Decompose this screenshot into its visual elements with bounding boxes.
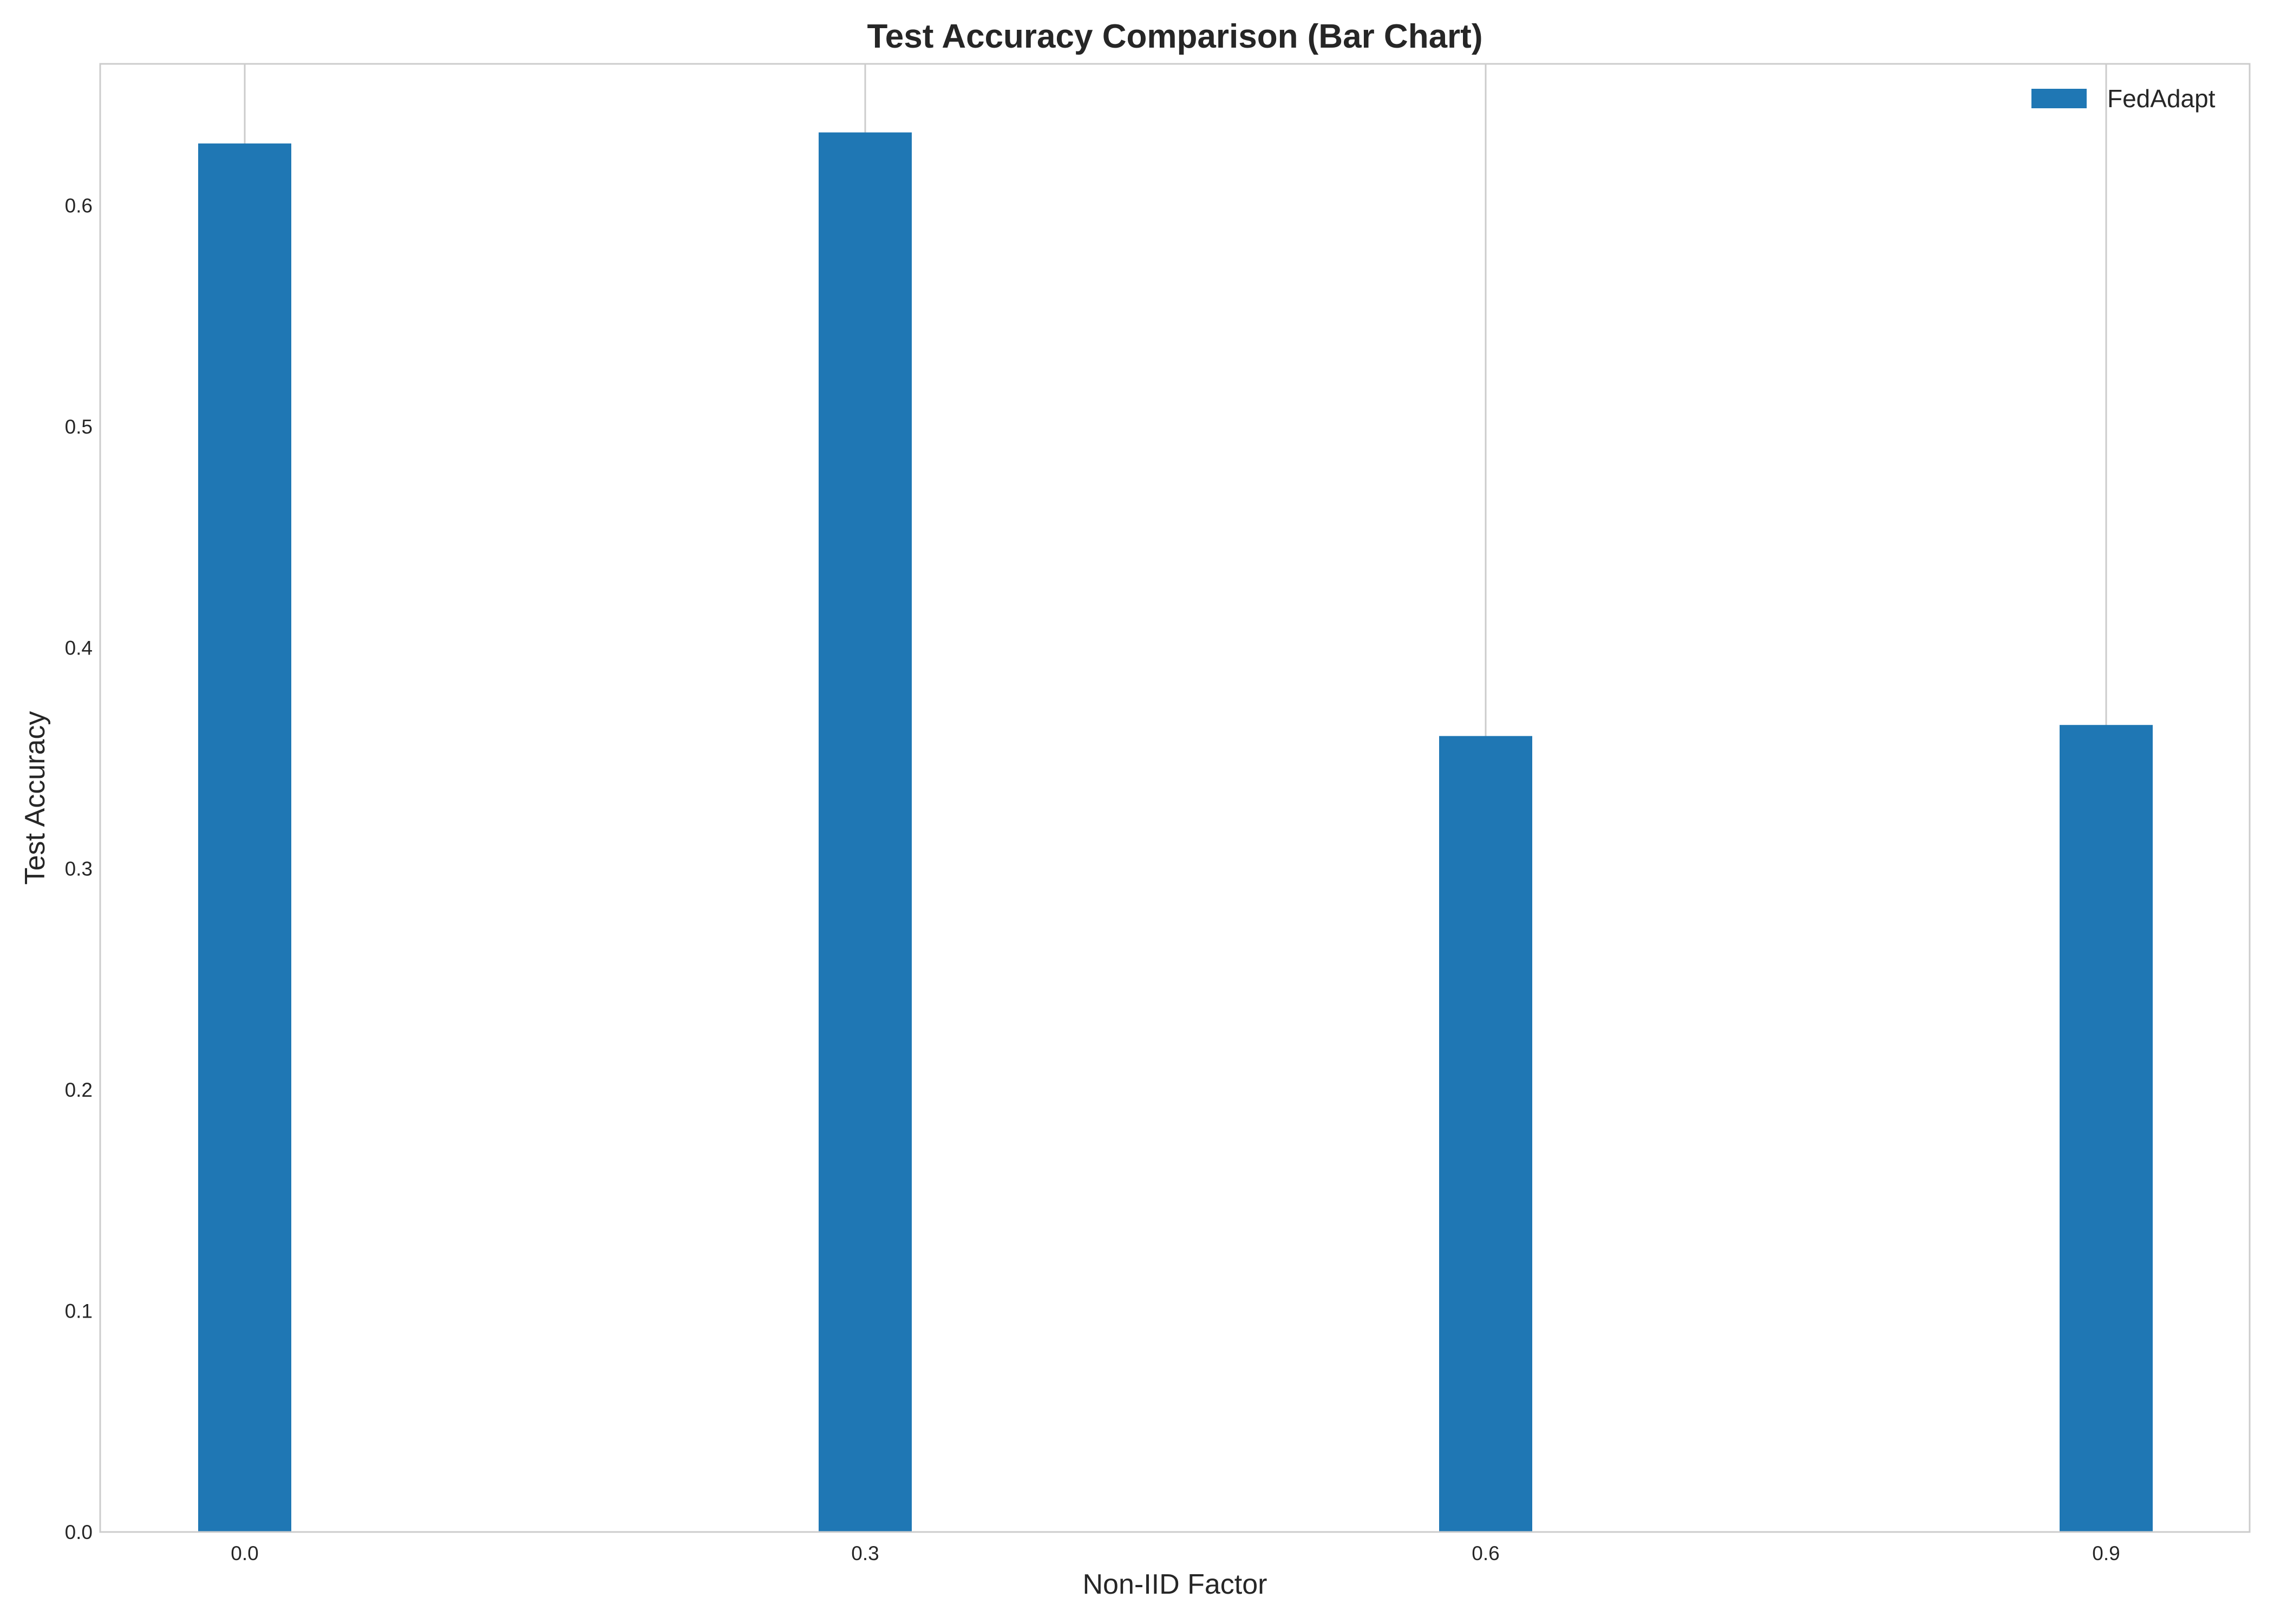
x-tick-labels: 0.0 0.3 0.6 0.9 (231, 1542, 2120, 1564)
chart-title: Test Accuracy Comparison (Bar Chart) (867, 18, 1483, 55)
y-tick-labels: 0.0 0.1 0.2 0.3 0.4 0.5 0.6 (65, 194, 93, 1543)
legend-swatch-fedadapt (2031, 89, 2087, 108)
y-axis-label: Test Accuracy (19, 711, 51, 885)
plot-frame (99, 63, 2251, 1533)
bar-0.0 (198, 143, 291, 1532)
x-tick-label: 0.9 (2092, 1542, 2120, 1564)
bar-0.3 (819, 132, 912, 1532)
y-tick-label: 0.1 (65, 1300, 93, 1322)
y-tick-label: 0.5 (65, 416, 93, 438)
x-tick-label: 0.3 (851, 1542, 879, 1564)
legend-label-fedadapt: FedAdapt (2107, 84, 2216, 113)
y-tick-label: 0.2 (65, 1079, 93, 1101)
y-tick-label: 0.0 (65, 1521, 93, 1543)
x-axis-label: Non-IID Factor (1083, 1569, 1267, 1600)
bar-0.6 (1439, 736, 1532, 1532)
y-tick-label: 0.4 (65, 637, 93, 659)
y-tick-label: 0.3 (65, 858, 93, 880)
bars (198, 132, 2153, 1532)
legend: FedAdapt (2031, 84, 2216, 113)
bar-0.9 (2060, 725, 2153, 1532)
x-tick-label: 0.6 (1472, 1542, 1499, 1564)
x-tick-label: 0.0 (231, 1542, 258, 1564)
y-tick-label: 0.6 (65, 194, 93, 217)
